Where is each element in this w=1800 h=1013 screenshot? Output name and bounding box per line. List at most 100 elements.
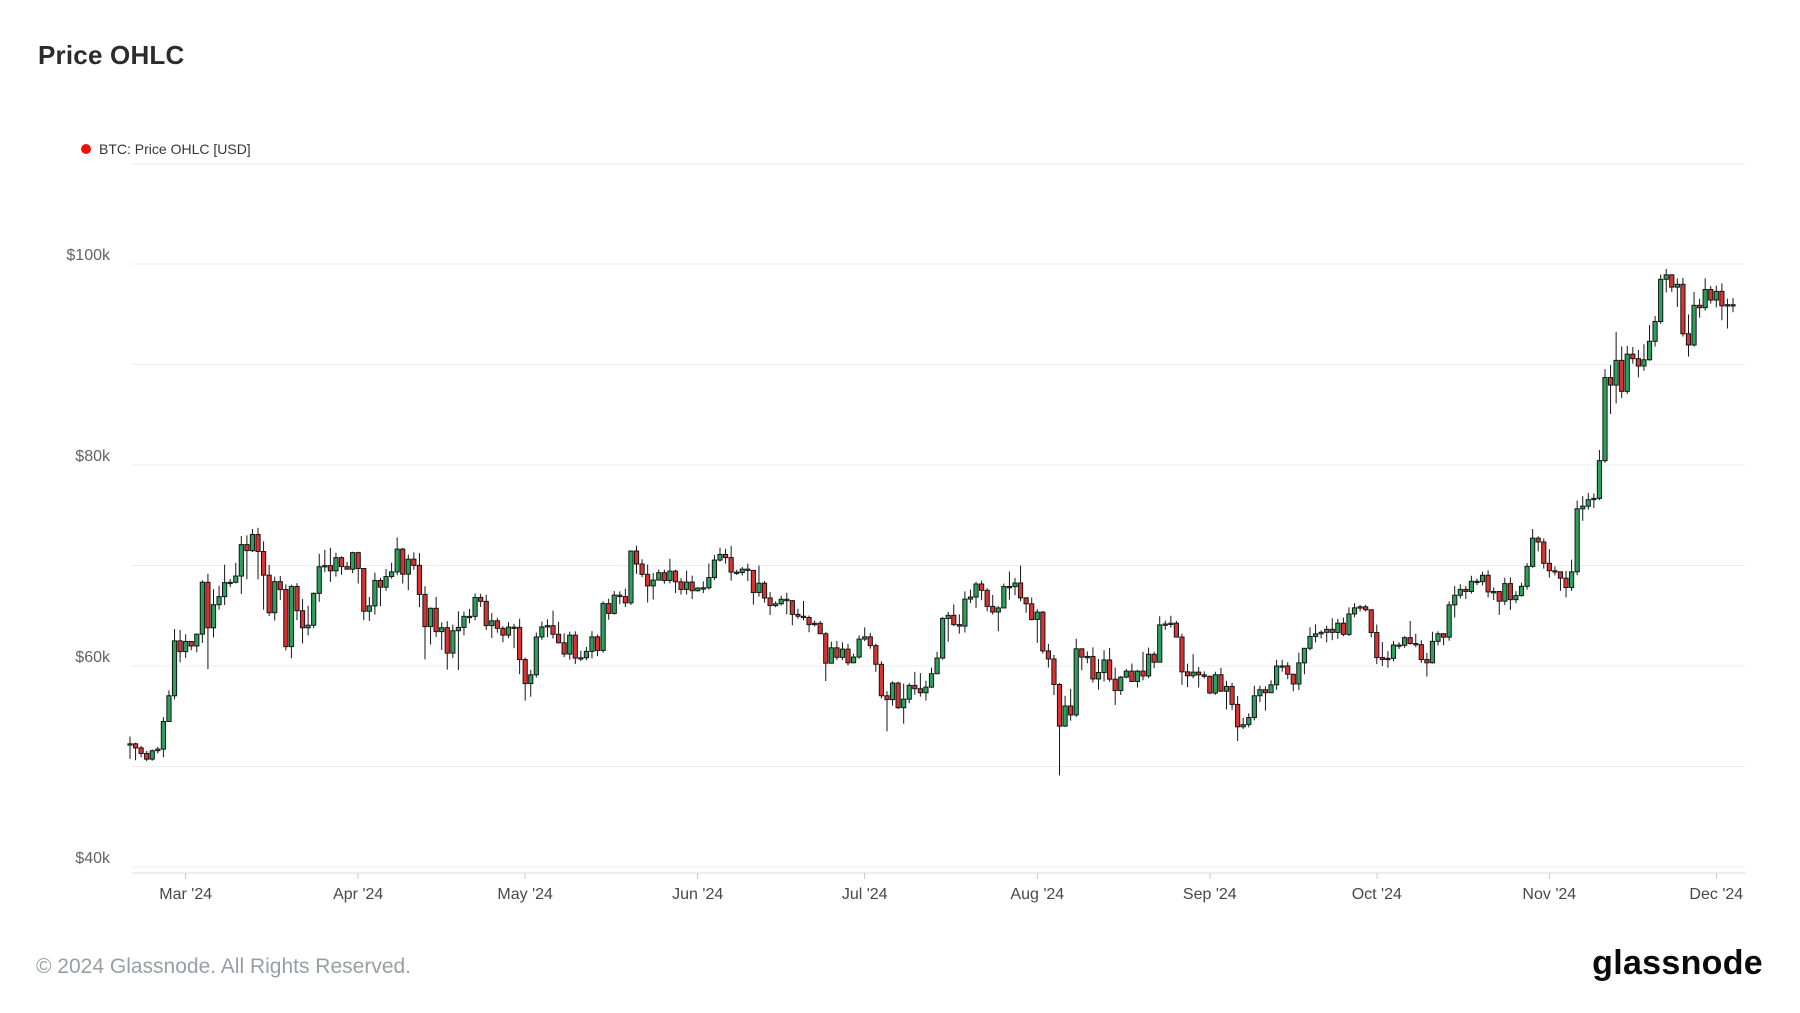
candle[interactable] — [394, 548, 400, 573]
candle[interactable] — [1090, 655, 1096, 680]
candle[interactable] — [1301, 647, 1308, 664]
candle[interactable] — [1379, 657, 1385, 660]
candle[interactable] — [1418, 644, 1424, 661]
candle[interactable] — [1541, 541, 1547, 564]
candle[interactable] — [1552, 570, 1558, 573]
candle[interactable] — [1574, 508, 1580, 573]
candle[interactable] — [1602, 377, 1608, 462]
candle[interactable] — [1151, 653, 1157, 663]
candle[interactable] — [177, 640, 183, 653]
candle[interactable] — [1268, 684, 1274, 694]
candle[interactable] — [767, 597, 773, 607]
candle[interactable] — [789, 600, 795, 615]
candle[interactable] — [1363, 606, 1369, 611]
candle[interactable] — [823, 633, 829, 664]
candle[interactable] — [689, 581, 695, 592]
candle[interactable] — [1446, 604, 1452, 638]
candle[interactable] — [722, 553, 729, 559]
candle[interactable] — [1051, 658, 1057, 685]
candle[interactable] — [344, 566, 350, 570]
candle[interactable] — [773, 603, 779, 607]
candle[interactable] — [444, 627, 450, 654]
candle[interactable] — [361, 568, 367, 612]
candle[interactable] — [355, 552, 361, 570]
candle[interactable] — [372, 579, 378, 607]
candle[interactable] — [778, 598, 784, 605]
candle[interactable] — [528, 674, 534, 685]
candle[interactable] — [756, 582, 762, 594]
candle[interactable] — [1591, 497, 1597, 501]
candle[interactable] — [1663, 274, 1669, 280]
candle[interactable] — [1669, 274, 1675, 288]
candle[interactable] — [812, 622, 818, 626]
candle[interactable] — [867, 636, 873, 647]
candle[interactable] — [377, 579, 384, 588]
candle[interactable] — [1168, 622, 1174, 625]
candle[interactable] — [1335, 622, 1341, 633]
candle[interactable] — [1374, 632, 1380, 659]
candle[interactable] — [678, 581, 684, 590]
candle[interactable] — [806, 616, 812, 626]
candle[interactable] — [1023, 597, 1029, 605]
candle[interactable] — [1429, 640, 1436, 664]
candle[interactable] — [199, 581, 205, 635]
candle[interactable] — [1719, 290, 1725, 307]
candle[interactable] — [1463, 588, 1469, 592]
candle[interactable] — [951, 614, 957, 626]
candle[interactable] — [194, 633, 200, 647]
candle[interactable] — [979, 583, 985, 591]
candle[interactable] — [1396, 644, 1402, 647]
candle[interactable] — [138, 747, 144, 754]
candle[interactable] — [995, 607, 1001, 613]
candle[interactable] — [1318, 631, 1324, 635]
candle[interactable] — [238, 544, 244, 577]
candle[interactable] — [1212, 674, 1218, 694]
candle[interactable] — [544, 625, 551, 628]
candle[interactable] — [1307, 635, 1313, 649]
candle[interactable] — [272, 581, 278, 614]
candle[interactable] — [1568, 571, 1575, 589]
candle[interactable] — [800, 615, 807, 619]
candle[interactable] — [283, 589, 289, 648]
candle[interactable] — [645, 573, 651, 587]
candle[interactable] — [1017, 582, 1024, 599]
candle[interactable] — [1680, 283, 1686, 335]
candle[interactable] — [711, 559, 718, 579]
candle[interactable] — [1173, 622, 1180, 638]
candle[interactable] — [533, 636, 539, 676]
candle[interactable] — [1062, 705, 1068, 727]
candle[interactable] — [1240, 724, 1246, 728]
candle[interactable] — [1708, 289, 1714, 301]
candle[interactable] — [572, 634, 578, 659]
candle[interactable] — [1619, 359, 1625, 392]
candle[interactable] — [1029, 603, 1035, 620]
candle[interactable] — [1001, 586, 1007, 609]
candle[interactable] — [166, 695, 172, 722]
candle[interactable] — [1246, 717, 1252, 726]
candle[interactable] — [1474, 580, 1480, 584]
candle[interactable] — [1012, 582, 1018, 588]
candle[interactable] — [455, 626, 461, 632]
candle[interactable] — [739, 568, 745, 574]
candle[interactable] — [433, 607, 439, 633]
candle[interactable] — [1691, 304, 1697, 346]
candle[interactable] — [1435, 633, 1441, 642]
candle[interactable] — [1607, 377, 1614, 386]
candle[interactable] — [427, 607, 434, 628]
candle[interactable] — [327, 565, 333, 572]
candle[interactable] — [1079, 648, 1085, 658]
candle[interactable] — [611, 594, 617, 614]
candle[interactable] — [583, 650, 590, 659]
candle[interactable] — [1407, 637, 1413, 644]
candle[interactable] — [1457, 588, 1463, 596]
candle[interactable] — [249, 534, 256, 552]
candle[interactable] — [422, 593, 428, 628]
candle[interactable] — [761, 582, 768, 599]
candle[interactable] — [1685, 333, 1692, 346]
candle[interactable] — [1658, 278, 1664, 322]
candle[interactable] — [350, 552, 356, 570]
candle[interactable] — [416, 564, 423, 595]
candle[interactable] — [1251, 695, 1257, 719]
candle[interactable] — [472, 596, 478, 617]
candle[interactable] — [1351, 607, 1358, 615]
